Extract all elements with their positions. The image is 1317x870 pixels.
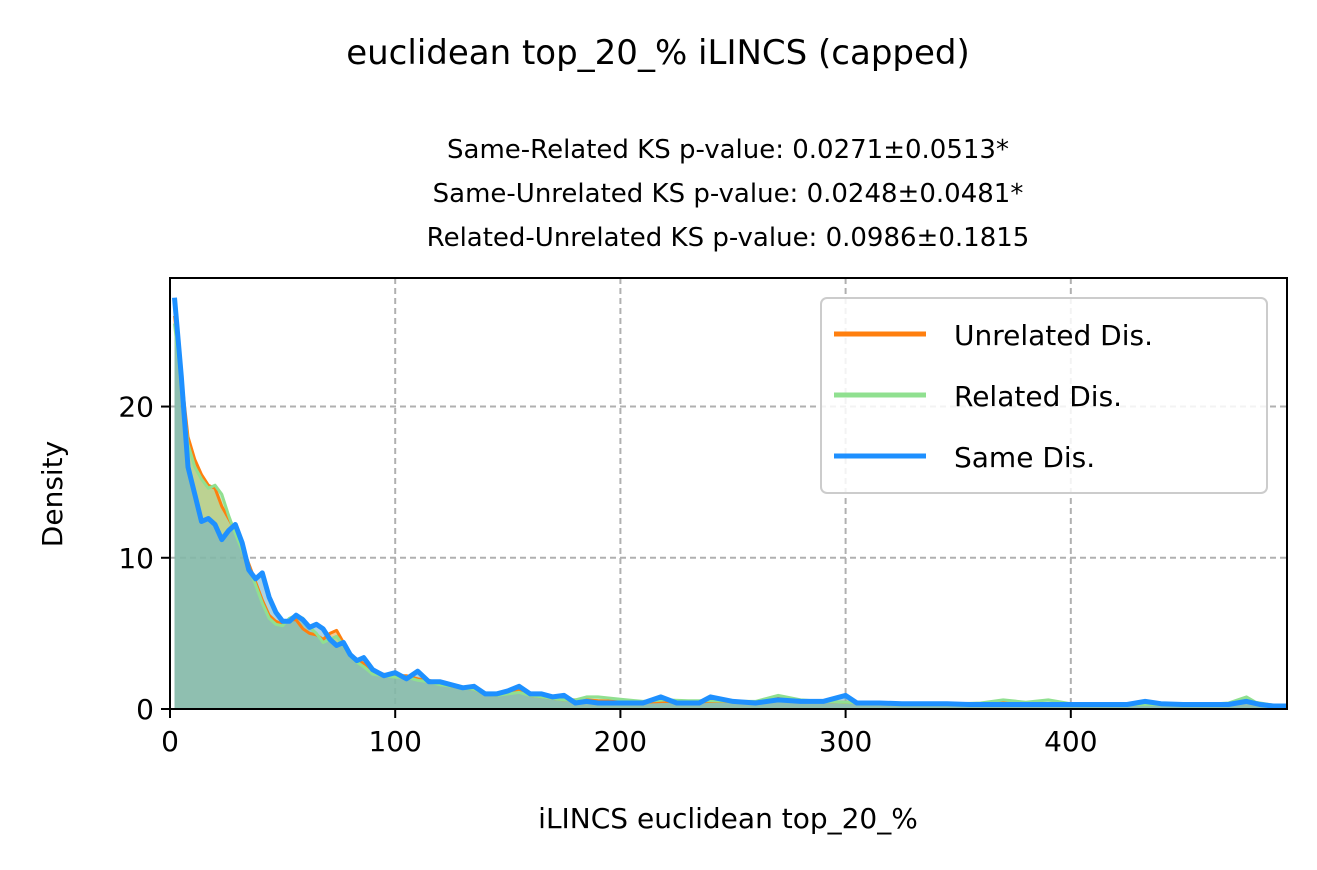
legend-box: [820, 297, 1268, 494]
x-axis-label: iLINCS euclidean top_20_%: [538, 802, 918, 835]
x-tick-label: 400: [1044, 725, 1097, 758]
chart-suptitle: euclidean top_20_% iLINCS (capped): [346, 33, 970, 73]
x-tick-label: 100: [368, 725, 421, 758]
series-layer: [172, 297, 1287, 709]
legend-label-same: Same Dis.: [954, 441, 1095, 474]
x-tick-label: 200: [594, 725, 647, 758]
axis-ticks: 0 100 200 300 400 0 10 20: [118, 391, 1097, 758]
y-axis-label: Density: [36, 441, 69, 547]
chart-title-line-2: Same-Unrelated KS p-value: 0.0248±0.0481…: [433, 179, 1024, 209]
chart-title-line-1: Same-Related KS p-value: 0.0271±0.0513*: [447, 135, 1009, 165]
y-tick-label: 10: [118, 542, 154, 575]
y-tick-label: 0: [136, 693, 154, 726]
x-tick-label: 0: [161, 725, 179, 758]
x-tick-label: 300: [819, 725, 872, 758]
legend: Unrelated Dis. Related Dis. Same Dis.: [820, 297, 1268, 494]
y-tick-label: 20: [118, 391, 154, 424]
legend-label-unrelated: Unrelated Dis.: [954, 319, 1153, 352]
plot-frame: [169, 277, 1288, 710]
line-same-dis: [172, 297, 1287, 709]
chart-title-line-3: Related-Unrelated KS p-value: 0.0986±0.1…: [427, 223, 1030, 253]
area-same-dis: [174, 297, 1287, 709]
legend-label-related: Related Dis.: [954, 380, 1122, 413]
